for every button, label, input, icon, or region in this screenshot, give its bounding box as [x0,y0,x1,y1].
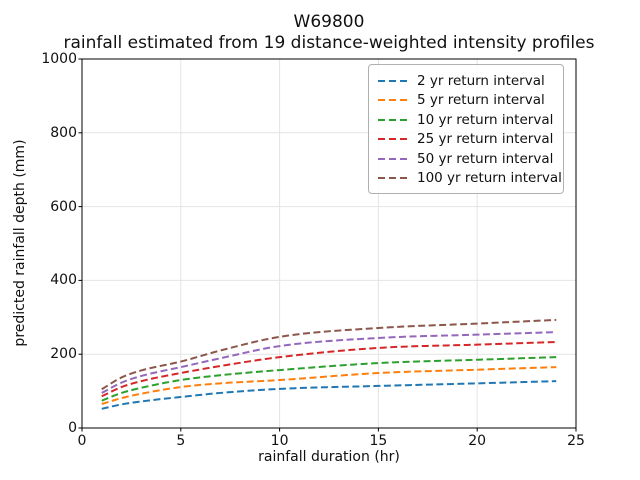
x-axis-label: rainfall duration (hr) [258,449,400,465]
legend-entry: 2 yr return interval [378,71,556,91]
x-tick-label: 15 [369,433,388,449]
legend-entry: 5 yr return interval [378,91,556,111]
legend-line-sample [378,118,409,121]
legend-label: 50 yr return interval [417,150,554,167]
legend-label: 25 yr return interval [417,131,554,148]
legend-entry: 50 yr return interval [378,149,556,169]
y-axis-label: predicted rainfall depth (mm) [12,139,28,347]
plot-frame [81,58,577,429]
x-tick-label: 25 [567,433,585,449]
series-line-2yr [101,380,557,410]
x-tick-label: 20 [468,433,487,449]
legend-entry: 100 yr return interval [378,169,562,189]
legend-line-sample [378,138,409,141]
y-tick-label: 400 [50,272,77,289]
legend-line-sample [378,177,409,180]
legend-label: 100 yr return interval [417,170,562,187]
legend-label: 10 yr return interval [417,111,554,128]
series-line-5yr [101,366,557,405]
series-line-10yr [101,356,557,402]
y-tick-label: 0 [68,420,77,436]
series-line-25yr [101,341,557,398]
series-line-50yr [101,331,557,394]
legend-label: 2 yr return interval [417,72,545,89]
legend-entry: 10 yr return interval [378,110,556,130]
x-tick-label: 0 [77,433,87,449]
legend: 2 yr return interval 5 yr return interval… [368,64,564,194]
chart-subtitle: rainfall estimated from 19 distance-weig… [63,33,595,53]
legend-entry: 25 yr return interval [378,130,556,150]
x-tick-label: 10 [270,433,289,449]
y-tick-label: 800 [50,124,77,141]
x-tick-label: 5 [176,433,186,449]
legend-line-sample [378,79,409,82]
y-tick-label: 200 [50,346,77,363]
legend-line-sample [378,157,409,160]
y-tick-label: 600 [50,198,77,215]
chart-title: W69800 [293,12,365,32]
series-line-100yr [101,318,557,391]
legend-label: 5 yr return interval [417,92,545,109]
legend-line-sample [378,99,409,102]
y-tick-label: 1000 [41,51,77,67]
